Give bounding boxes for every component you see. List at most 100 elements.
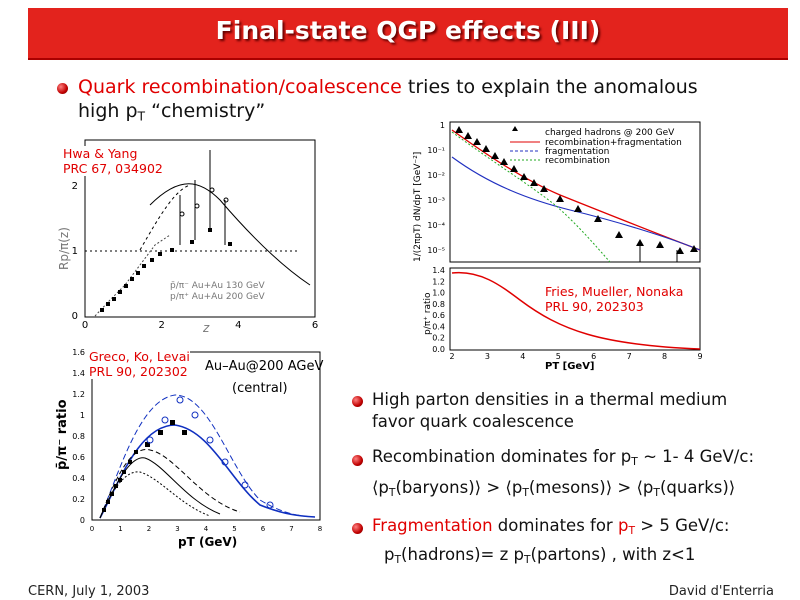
bullet-icon xyxy=(352,455,363,466)
citation-line: PRL 90, 202303 xyxy=(545,299,644,314)
text: (mesons)⟩ > ⟨p xyxy=(528,478,654,497)
legend-entry: charged hadrons @ 200 GeV xyxy=(545,128,675,138)
y-tick-label: 0.2 xyxy=(432,334,445,343)
x-axis-label: pT (GeV) xyxy=(178,535,237,549)
text: (partons) , with z<1 xyxy=(530,545,696,564)
x-tick-label: 2 xyxy=(147,525,151,533)
x-tick-label: 2 xyxy=(158,320,164,331)
text: (hadrons)= z p xyxy=(401,545,524,564)
subscript: T xyxy=(631,455,638,469)
y-tick-label: 1.2 xyxy=(432,277,445,286)
bullet-text: Quark recombination/coalescence tries to… xyxy=(78,76,698,98)
y-axis-label: Rp/π(z) xyxy=(57,227,71,270)
text: ~ 1- 4 GeV/c: xyxy=(637,447,754,466)
citation-line: PRL 90, 202302 xyxy=(89,364,188,379)
y-tick-label: 0 xyxy=(72,311,78,322)
x-tick-label: 5 xyxy=(556,352,561,361)
x-axis-label: PT [GeV] xyxy=(545,361,595,372)
bullet-text: ⟨pT(baryons)⟩ > ⟨pT(mesons)⟩ > ⟨pT(quark… xyxy=(372,478,735,499)
subscript: T xyxy=(137,109,146,124)
x-tick-label: 6 xyxy=(312,320,318,331)
y-tick-label: 0.0 xyxy=(432,345,445,354)
y-tick-label: 1.4 xyxy=(72,369,85,378)
y-tick-label: 1.6 xyxy=(72,348,85,357)
citation-line: Hwa & Yang xyxy=(63,146,138,161)
y-axis-label: p̄/π⁻ ratio xyxy=(55,399,70,470)
legend-entry: recombination+fragmentation xyxy=(545,138,682,148)
figure-3: Au–Au@200 AGeV (central) p̄/π⁻ ratio pT … xyxy=(55,351,323,549)
x-tick-label: 3 xyxy=(485,352,490,361)
bullet-icon xyxy=(352,523,363,534)
text: (quarks)⟩ xyxy=(659,478,736,497)
citation-line: PRC 67, 034902 xyxy=(63,161,163,176)
bullet-icon xyxy=(352,396,363,407)
x-tick-label: 9 xyxy=(697,352,702,361)
bullet-text: high pT “chemistry” xyxy=(78,100,265,124)
x-tick-label: 4 xyxy=(520,352,525,361)
x-axis-label: z xyxy=(202,321,210,335)
y-tick-label: 10⁻⁵ xyxy=(427,246,445,255)
legend-entry: fragmentation xyxy=(545,147,609,157)
x-tick-label: 0 xyxy=(90,525,94,533)
subscript: T xyxy=(522,486,529,500)
text: favor quark coalescence xyxy=(372,412,574,431)
text: High parton densities in a thermal mediu… xyxy=(372,390,728,409)
x-tick-label: 4 xyxy=(204,525,209,533)
footer-left: CERN, July 1, 2003 xyxy=(28,584,150,599)
y-axis-label: p/π⁺ ratio xyxy=(423,292,433,335)
y-tick-label: 0.6 xyxy=(72,453,85,462)
title-bar xyxy=(28,8,788,60)
legend-entry: p̄/π⁻ Au+Au 130 GeV xyxy=(170,281,265,291)
citation: Hwa & Yang PRC 67, 034902 xyxy=(63,146,163,176)
citation: Greco, Ko, Levai PRL 90, 202302 xyxy=(89,349,190,379)
y-tick-label: 1 xyxy=(72,246,78,257)
x-tick-label: 8 xyxy=(662,352,667,361)
bullet-icon xyxy=(57,83,68,94)
subscript: T xyxy=(628,524,636,538)
x-tick-label: 7 xyxy=(627,352,632,361)
y-tick-label: 0.4 xyxy=(72,474,85,483)
text: ⟨p xyxy=(372,478,389,497)
citation: Fries, Mueller, Nonaka PRL 90, 202303 xyxy=(545,284,684,314)
y-tick-label: 2 xyxy=(72,181,78,192)
legend-entry: p/π⁺ Au+Au 200 GeV xyxy=(170,292,265,302)
annotation: Au–Au@200 AGeV xyxy=(205,359,323,374)
y-tick-label: 0.2 xyxy=(72,495,85,504)
x-tick-label: 4 xyxy=(235,320,241,331)
x-tick-label: 2 xyxy=(449,352,454,361)
footer-right: David d'Enterria xyxy=(668,584,774,599)
bullet-text: Fragmentation dominates for pT > 5 GeV/c… xyxy=(372,516,730,537)
highlight: p xyxy=(617,516,629,535)
y-tick-label: 1.0 xyxy=(432,289,445,298)
x-tick-label: 7 xyxy=(289,525,293,533)
y-axis-label: 1/(2πpT) dN/dpT [GeV⁻²] xyxy=(413,152,423,262)
x-tick-label: 5 xyxy=(232,525,236,533)
citation-line: Fries, Mueller, Nonaka xyxy=(545,284,684,299)
x-tick-label: 6 xyxy=(261,525,266,533)
annotation: (central) xyxy=(232,381,288,396)
text: dominates for xyxy=(492,516,618,535)
x-tick-label: 6 xyxy=(591,352,596,361)
y-tick-label: 1.4 xyxy=(432,266,445,275)
citation-line: Greco, Ko, Levai xyxy=(89,349,190,364)
x-tick-label: 8 xyxy=(318,525,322,533)
text: > 5 GeV/c: xyxy=(635,516,730,535)
subscript: T xyxy=(394,553,402,567)
y-tick-label: 0.8 xyxy=(72,432,85,441)
text: Recombination dominates for p xyxy=(372,447,632,466)
y-tick-label: 0.8 xyxy=(432,300,445,309)
subscript: T xyxy=(523,553,531,567)
y-tick-label: 0.6 xyxy=(432,311,445,320)
y-tick-label: 10⁻³ xyxy=(427,196,445,205)
x-tick-label: 0 xyxy=(82,320,88,331)
highlight: Quark recombination/coalescence xyxy=(78,76,402,98)
subscript: T xyxy=(388,486,396,500)
x-tick-label: 3 xyxy=(175,525,179,533)
y-tick-label: 1.2 xyxy=(72,390,85,399)
highlight: Fragmentation xyxy=(372,516,493,535)
text: tries to explain the anomalous xyxy=(401,76,698,98)
legend-entry: recombination xyxy=(545,156,610,166)
bullet-text: Recombination dominates for pT ~ 1- 4 Ge… xyxy=(372,447,754,468)
